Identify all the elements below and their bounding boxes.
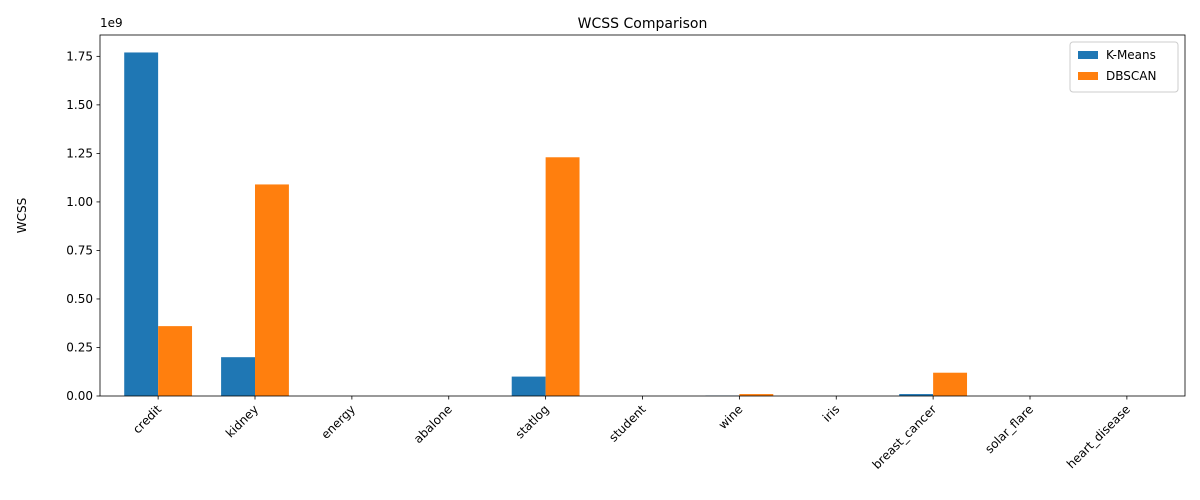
x-tick-label: statlog [513,402,552,441]
y-tick-label: 1.25 [66,146,93,160]
x-tick-label: student [606,402,649,445]
x-tick-label: kidney [223,402,261,440]
chart-title: WCSS Comparison [578,16,708,32]
y-tick-label: 1.50 [66,98,93,112]
bar-dbscan-wine [739,394,774,396]
x-tick-label: abalone [411,402,455,446]
bar-k-means-breast-cancer [899,394,934,396]
y-axis-title: WCSS [15,198,29,233]
y-tick-label: 0.00 [66,389,93,403]
bar-k-means-credit [124,52,159,396]
bar-k-means-kidney [221,357,255,396]
x-tick-label: solar_flare [982,402,1036,456]
legend: K-Means DBSCAN [1069,41,1179,93]
legend-swatch [1078,51,1098,59]
y-tick-label: 0.25 [66,340,93,354]
bar-k-means-statlog [511,376,546,396]
bar-dbscan-kidney [255,184,289,396]
bar-dbscan-statlog [545,157,580,396]
axes-group: 0.00 0.25 0.50 0.75 1.00 1.25 1.50 1.75 credit ki… [66,34,1186,472]
x-tick-label: credit [130,402,164,436]
legend-swatch [1078,72,1098,80]
bars-group [124,52,968,396]
x-tick-label: iris [820,402,843,425]
x-tick-label: wine [716,402,746,432]
y-tick-label: 0.50 [66,292,93,306]
y-tick-label: 0.75 [66,243,93,257]
legend-label: DBSCAN [1106,69,1156,83]
x-tick-label: heart_disease [1064,402,1133,471]
bar-dbscan-credit [158,326,193,396]
x-tick-label: breast_cancer [870,402,940,472]
bar-dbscan-breast-cancer [933,372,968,396]
legend-label: K-Means [1106,48,1156,62]
y-offset-text: 1e9 [100,16,123,30]
x-tick-label: energy [319,402,358,441]
y-tick-label: 1.00 [66,195,93,209]
y-tick-label: 1.75 [66,49,93,63]
